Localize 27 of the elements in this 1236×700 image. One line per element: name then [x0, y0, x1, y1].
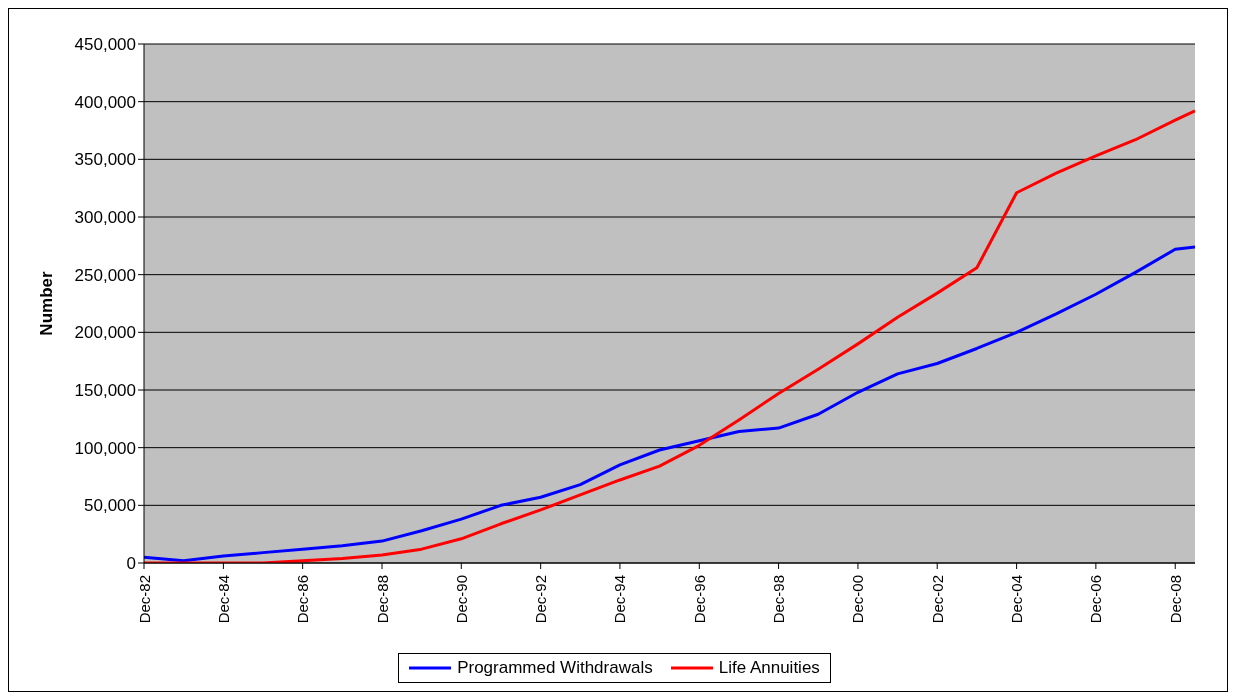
x-tick-label: Dec-86 [294, 575, 312, 624]
y-tick-label: 350,000 [74, 150, 136, 170]
y-tick-label: 0 [126, 554, 136, 574]
x-tick-label: Dec-04 [1008, 575, 1026, 624]
y-tick-label: 200,000 [74, 323, 136, 343]
x-tick-label: Dec-08 [1166, 575, 1184, 624]
x-tick-label: Dec-96 [690, 575, 708, 624]
x-tick-label: Dec-82 [135, 575, 153, 624]
x-tick-label: Dec-88 [373, 575, 391, 624]
x-tick-label: Dec-92 [532, 575, 550, 624]
y-tick-label: 450,000 [74, 35, 136, 55]
y-tick-label: 100,000 [74, 438, 136, 458]
y-tick-label: 150,000 [74, 381, 136, 401]
x-tick-label: Dec-94 [611, 575, 629, 624]
legend-label: Life Annuities [717, 658, 820, 678]
x-tick-label: Dec-00 [849, 575, 867, 624]
y-tick-label: 300,000 [74, 208, 136, 228]
legend-label: Programmed Withdrawals [456, 658, 653, 678]
x-tick-label: Dec-02 [928, 575, 946, 624]
y-axis-title: Number [37, 271, 57, 336]
x-tick-label: Dec-90 [452, 575, 470, 624]
x-tick-label: Dec-84 [214, 575, 232, 624]
y-tick-label: 50,000 [84, 496, 136, 516]
x-tick-label: Dec-98 [770, 575, 788, 624]
y-tick-label: 400,000 [74, 92, 136, 112]
y-tick-label: 250,000 [74, 265, 136, 285]
x-tick-label: Dec-06 [1087, 575, 1105, 624]
